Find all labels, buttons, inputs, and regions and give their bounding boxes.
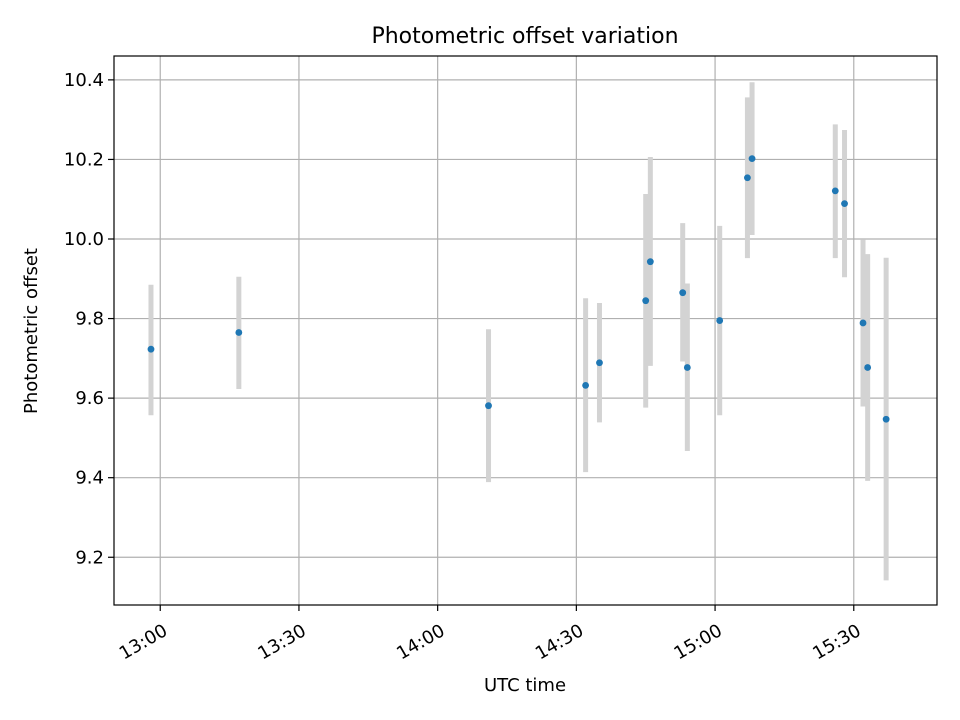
data-point xyxy=(841,200,848,207)
y-tick-label: 10.4 xyxy=(64,70,104,91)
data-point xyxy=(485,402,492,410)
data-point xyxy=(864,364,872,371)
data-point xyxy=(716,317,724,324)
data-point xyxy=(748,155,756,163)
data-point xyxy=(582,382,590,389)
data-points xyxy=(147,155,890,423)
x-axis-label: UTC time xyxy=(484,675,566,696)
y-tick-label: 9.8 xyxy=(75,309,104,330)
data-point xyxy=(744,174,751,182)
y-tick-label: 10.0 xyxy=(64,229,104,250)
data-point xyxy=(646,258,654,266)
data-point xyxy=(642,297,650,305)
y-axis-label: Photometric offset xyxy=(21,248,42,414)
data-point xyxy=(882,415,890,423)
y-tick-label: 9.4 xyxy=(75,468,104,489)
data-point xyxy=(683,364,691,371)
y-axis-ticks: 9.2 9.4 9.6 9.8 10.0 10.2 10.4 xyxy=(64,70,114,568)
plot-frame xyxy=(113,55,938,606)
y-tick-label: 9.6 xyxy=(75,388,104,409)
data-point xyxy=(596,359,603,367)
chart-title: Photometric offset variation xyxy=(371,24,678,49)
y-tick-label: 9.2 xyxy=(75,547,104,568)
data-point xyxy=(831,187,839,195)
data-point xyxy=(859,319,867,327)
data-point xyxy=(679,289,687,297)
y-tick-label: 10.2 xyxy=(64,149,104,170)
data-point xyxy=(235,329,243,336)
plot-area xyxy=(114,56,937,605)
data-point xyxy=(147,345,155,353)
grid-lines xyxy=(114,56,937,605)
